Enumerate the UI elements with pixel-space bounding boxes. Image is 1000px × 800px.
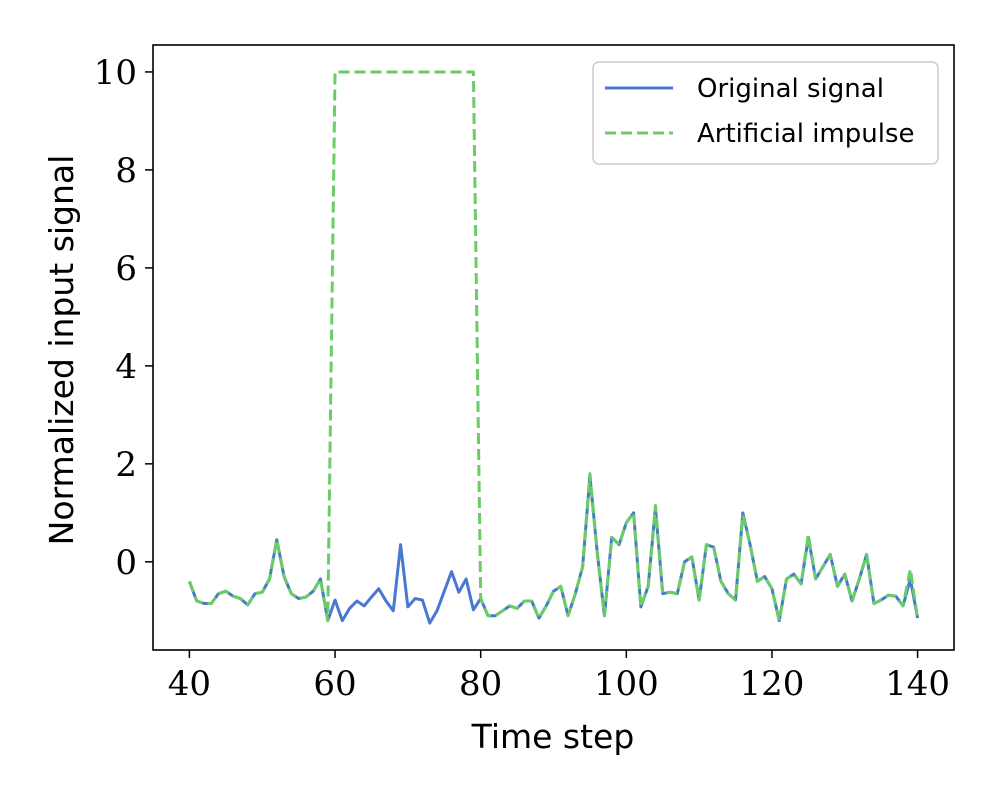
y-tick-label: 4 (115, 347, 137, 387)
legend-label-original-signal: Original signal (697, 74, 884, 104)
x-tick-label: 60 (313, 664, 356, 704)
x-axis: 40 60 80 100 120 140 (168, 650, 950, 704)
x-tick-label: 120 (740, 664, 805, 704)
x-tick-label: 80 (459, 664, 502, 704)
x-tick-label: 140 (885, 664, 950, 704)
legend-box (592, 61, 939, 165)
plot-frame (152, 44, 955, 651)
y-axis: 0 2 4 6 8 10 (94, 53, 153, 583)
y-tick-label: 6 (115, 249, 137, 289)
series-layer (188, 70, 920, 625)
x-axis-label: Time step (471, 717, 635, 756)
y-tick-label: 10 (94, 53, 137, 93)
y-tick-label: 2 (115, 445, 137, 485)
y-axis-label: Normalized input signal (42, 155, 81, 546)
legend: Original signal Artificial impulse (592, 61, 939, 165)
series-line-artificial-impulse (188, 70, 920, 623)
y-tick-label: 0 (115, 543, 137, 583)
x-tick-label: 100 (594, 664, 659, 704)
x-tick-label: 40 (168, 664, 211, 704)
y-tick-label: 8 (115, 151, 137, 191)
legend-label-artificial-impulse: Artificial impulse (697, 119, 915, 149)
